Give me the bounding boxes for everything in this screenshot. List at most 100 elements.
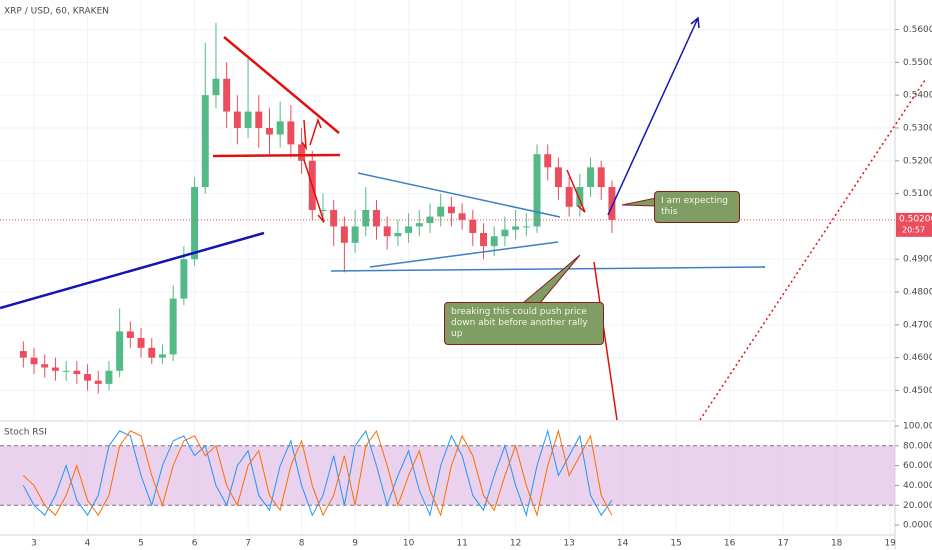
x-tick-label: 11: [456, 539, 467, 549]
candle-body: [287, 121, 295, 145]
candle-body: [533, 154, 541, 227]
y-tick-label: 20.0000: [903, 501, 932, 511]
candle-body: [298, 144, 306, 161]
candle-body: [191, 187, 199, 260]
x-tick-label: 9: [352, 539, 358, 549]
pane-title: Stoch RSI: [4, 428, 47, 438]
y-tick-label: 100.0000: [903, 421, 932, 431]
x-tick-label: 8: [299, 539, 305, 549]
candle-body: [201, 95, 209, 188]
candle-body: [522, 226, 530, 228]
y-tick-label: 60.0000: [903, 461, 932, 471]
candle-body: [608, 187, 616, 220]
candle-body: [105, 370, 113, 384]
candle-body: [565, 187, 573, 207]
candle-body: [415, 223, 423, 227]
candle-body: [576, 187, 584, 207]
candle-body: [137, 337, 145, 348]
candle-body: [94, 380, 102, 384]
x-tick-label: 10: [403, 539, 415, 549]
candle-body: [169, 298, 177, 355]
candle-body: [51, 367, 59, 371]
candle-body: [330, 210, 338, 227]
candle-body: [447, 206, 455, 214]
candle-body: [405, 226, 413, 233]
x-tick-label: 19: [884, 539, 896, 549]
stoch-line: [22, 429, 613, 517]
candle-body: [383, 226, 391, 237]
x-tick-label: 7: [245, 539, 251, 549]
candle-body: [276, 121, 284, 135]
candle-body: [41, 364, 49, 368]
candle-body: [490, 236, 498, 247]
x-tick-label: 5: [138, 539, 144, 549]
y-tick-label: 80.0000: [903, 441, 932, 451]
x-tick-label: 18: [831, 539, 843, 549]
candle-body: [512, 226, 520, 230]
last-price-label: 0.50200: [899, 214, 932, 224]
candle-body: [265, 127, 273, 135]
candle-body: [373, 210, 380, 227]
candle-body: [244, 111, 252, 128]
candle-body: [501, 229, 509, 237]
candle-body: [233, 111, 241, 128]
callout: I am expecting this: [654, 191, 740, 223]
candle-body: [340, 226, 348, 243]
candle-body: [426, 216, 434, 224]
candle-body: [84, 374, 92, 381]
candle-body: [180, 259, 188, 299]
x-tick-label: 12: [510, 539, 521, 549]
candle-body: [73, 370, 81, 375]
candle-body: [30, 357, 38, 365]
countdown-label: 20:57: [902, 225, 925, 234]
drawings: [0, 16, 926, 421]
candle-body: [126, 331, 134, 338]
candle-body: [469, 219, 477, 233]
candle-body: [351, 226, 359, 243]
chart-title: XRP / USD, 60, KRAKEN: [4, 7, 109, 17]
candle-body: [480, 232, 487, 247]
candle-body: [255, 111, 263, 128]
x-tick-label: 6: [192, 539, 198, 549]
candle-body: [19, 351, 27, 358]
x-tick-label: 15: [670, 539, 681, 549]
stoch-band: [0, 445, 895, 506]
candle-body: [554, 167, 562, 188]
stoch-line: [22, 429, 613, 517]
x-tick-label: 16: [724, 539, 736, 549]
candle-body: [319, 210, 327, 211]
y-tick-label: 0.0000: [903, 521, 932, 531]
callout: breaking this could push price down abit…: [444, 302, 604, 345]
candle-body: [394, 232, 402, 237]
candle-body: [62, 370, 70, 372]
candle-body: [587, 167, 595, 188]
candle-body: [362, 210, 370, 227]
x-tick-label: 14: [617, 539, 629, 549]
last-price-tag: [896, 212, 932, 237]
x-tick-label: 4: [85, 539, 91, 549]
candle-body: [116, 331, 124, 371]
y-tick-label: 40.0000: [903, 481, 932, 491]
x-tick-label: 13: [563, 539, 574, 549]
candle-body: [437, 206, 445, 217]
x-tick-label: 17: [777, 539, 788, 549]
candle-body: [223, 78, 231, 112]
candle-body: [597, 167, 605, 188]
x-tick-label: 3: [31, 539, 37, 549]
candle-body: [544, 154, 552, 168]
candle-body: [148, 347, 156, 358]
candle-body: [212, 78, 220, 96]
